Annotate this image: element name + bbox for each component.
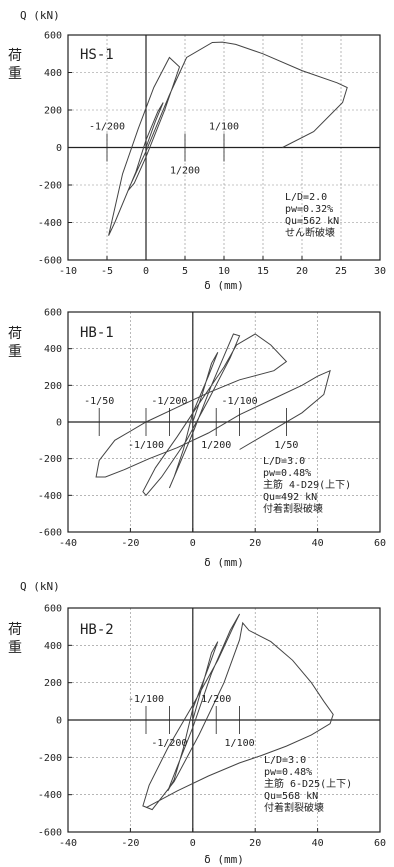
plot3-xtick-label: 20	[249, 838, 261, 849]
plot3-note-4: Qu=568 kN	[264, 791, 318, 802]
plot2-ylabel-vertical-2: 重	[8, 344, 22, 360]
plot1-note-1: L/D=2.0	[285, 192, 327, 203]
plot1-note-2: pw=0.32%	[285, 204, 333, 215]
plot2-ytick-label: -600	[38, 528, 62, 539]
plot1-annotation: -1/200	[89, 122, 125, 133]
plot3-note-1: L/D=3.0	[264, 755, 306, 766]
plot2-annotation: -1/50	[84, 396, 114, 407]
plot1-xlabel: δ (mm)	[204, 279, 244, 292]
plot2-note-5: 付着割裂破壊	[263, 502, 323, 515]
plot1-xtick-label: 15	[257, 266, 269, 277]
plot1-xtick-label: -10	[59, 266, 77, 277]
plot2-xtick-label: 60	[374, 538, 386, 549]
plot1-ylabel-vertical-2: 重	[8, 66, 22, 82]
plot1-ytick-label: -200	[38, 181, 62, 192]
plot3-ylabel: Q (kN)	[20, 580, 60, 593]
plot1-ytick-label: -600	[38, 256, 62, 267]
plot1-ytick-label: 0	[56, 143, 62, 154]
plot2-annotation: -1/100	[128, 440, 164, 451]
plot3-title: HB-2	[80, 622, 114, 638]
plot2-note-4: Qu=492 kN	[263, 492, 317, 503]
plot3-xtick-label: 0	[190, 838, 196, 849]
plot1-ytick-label: 200	[44, 106, 62, 117]
plot1-xtick-label: 20	[296, 266, 308, 277]
plot1-ytick-label: 400	[44, 68, 62, 79]
plot2-ytick-label: 200	[44, 381, 62, 392]
plot3-xtick-label: 60	[374, 838, 386, 849]
plot3-curve	[142, 613, 334, 811]
plot1-xtick-label: -5	[101, 266, 113, 277]
plot3-ytick-label: -400	[38, 790, 62, 801]
plot2-title: HB-1	[80, 325, 114, 341]
plot2-xtick-label: 20	[249, 538, 261, 549]
plot1-title: HS-1	[80, 47, 114, 63]
plot2-ytick-label: 400	[44, 344, 62, 355]
plot1-xtick-label: 5	[182, 266, 188, 277]
plot2-annotation: 1/200	[201, 440, 231, 451]
plot3-ytick-label: -600	[38, 828, 62, 839]
plot2-note-1: L/D=3.0	[263, 456, 305, 467]
plot2-annotation: -1/100	[222, 396, 258, 407]
plot1-note-3: Qu=562 kN	[285, 216, 339, 227]
plot2-xtick-label: 40	[312, 538, 324, 549]
plot3-ytick-label: 0	[56, 716, 62, 727]
plot2-xtick-label: 0	[190, 538, 196, 549]
plot2-curve	[95, 333, 331, 497]
plot3-annotation: 1/200	[201, 694, 231, 705]
plot3-ylabel-vertical-1: 荷	[8, 622, 22, 638]
plot1-ytick-label: -400	[38, 218, 62, 229]
plot2-ytick-label: 600	[44, 308, 62, 319]
plot1-ylabel-vertical-1: 荷	[8, 48, 22, 64]
plot1-ylabel: Q (kN)	[20, 9, 60, 22]
plot1-ytick-label: 600	[44, 31, 62, 42]
plot3-ylabel-vertical-2: 重	[8, 640, 22, 656]
plot2-ytick-label: 0	[56, 418, 62, 429]
plot3-xlabel: δ (mm)	[204, 853, 244, 866]
plot1-note-4: せん断破壊	[285, 226, 335, 239]
plot1-xtick-label: 0	[143, 266, 149, 277]
plot1-annotation: 1/200	[170, 166, 200, 177]
plot1-xtick-label: 25	[335, 266, 347, 277]
plot2-ylabel-vertical-1: 荷	[8, 326, 22, 342]
plot3-xtick-label: 40	[312, 838, 324, 849]
plot3-xtick-label: -20	[121, 838, 139, 849]
plot2-annotation: -1/200	[151, 396, 187, 407]
plot2-note-2: pw=0.48%	[263, 468, 311, 479]
plot1-xtick-label: 10	[218, 266, 230, 277]
plot3-note-3: 主筋 6-D25(上下)	[264, 777, 352, 790]
plot3-note-2: pw=0.48%	[264, 767, 312, 778]
plot1-annotation: 1/100	[209, 122, 239, 133]
plot3-xtick-label: -40	[59, 838, 77, 849]
plot3-ytick-label: 600	[44, 604, 62, 615]
plot1-curve	[108, 41, 348, 236]
plot3-annotation: 1/100	[225, 738, 255, 749]
plot2-annotation: 1/50	[274, 440, 298, 451]
plot2-ytick-label: -400	[38, 491, 62, 502]
plot2-xtick-label: -20	[121, 538, 139, 549]
plot2-note-3: 主筋 4-D29(上下)	[263, 478, 351, 491]
plot3-annotation: -1/100	[128, 694, 164, 705]
plot3-ytick-label: 400	[44, 641, 62, 652]
plot2-xlabel: δ (mm)	[204, 556, 244, 569]
plot3-note-5: 付着割裂破壊	[264, 801, 324, 814]
plot1-xtick-label: 30	[374, 266, 386, 277]
plot2-ytick-label: -200	[38, 454, 62, 465]
plot2-xtick-label: -40	[59, 538, 77, 549]
plot3-annotation: -1/200	[151, 738, 187, 749]
plot3-ytick-label: -200	[38, 753, 62, 764]
plot3-ytick-label: 200	[44, 678, 62, 689]
